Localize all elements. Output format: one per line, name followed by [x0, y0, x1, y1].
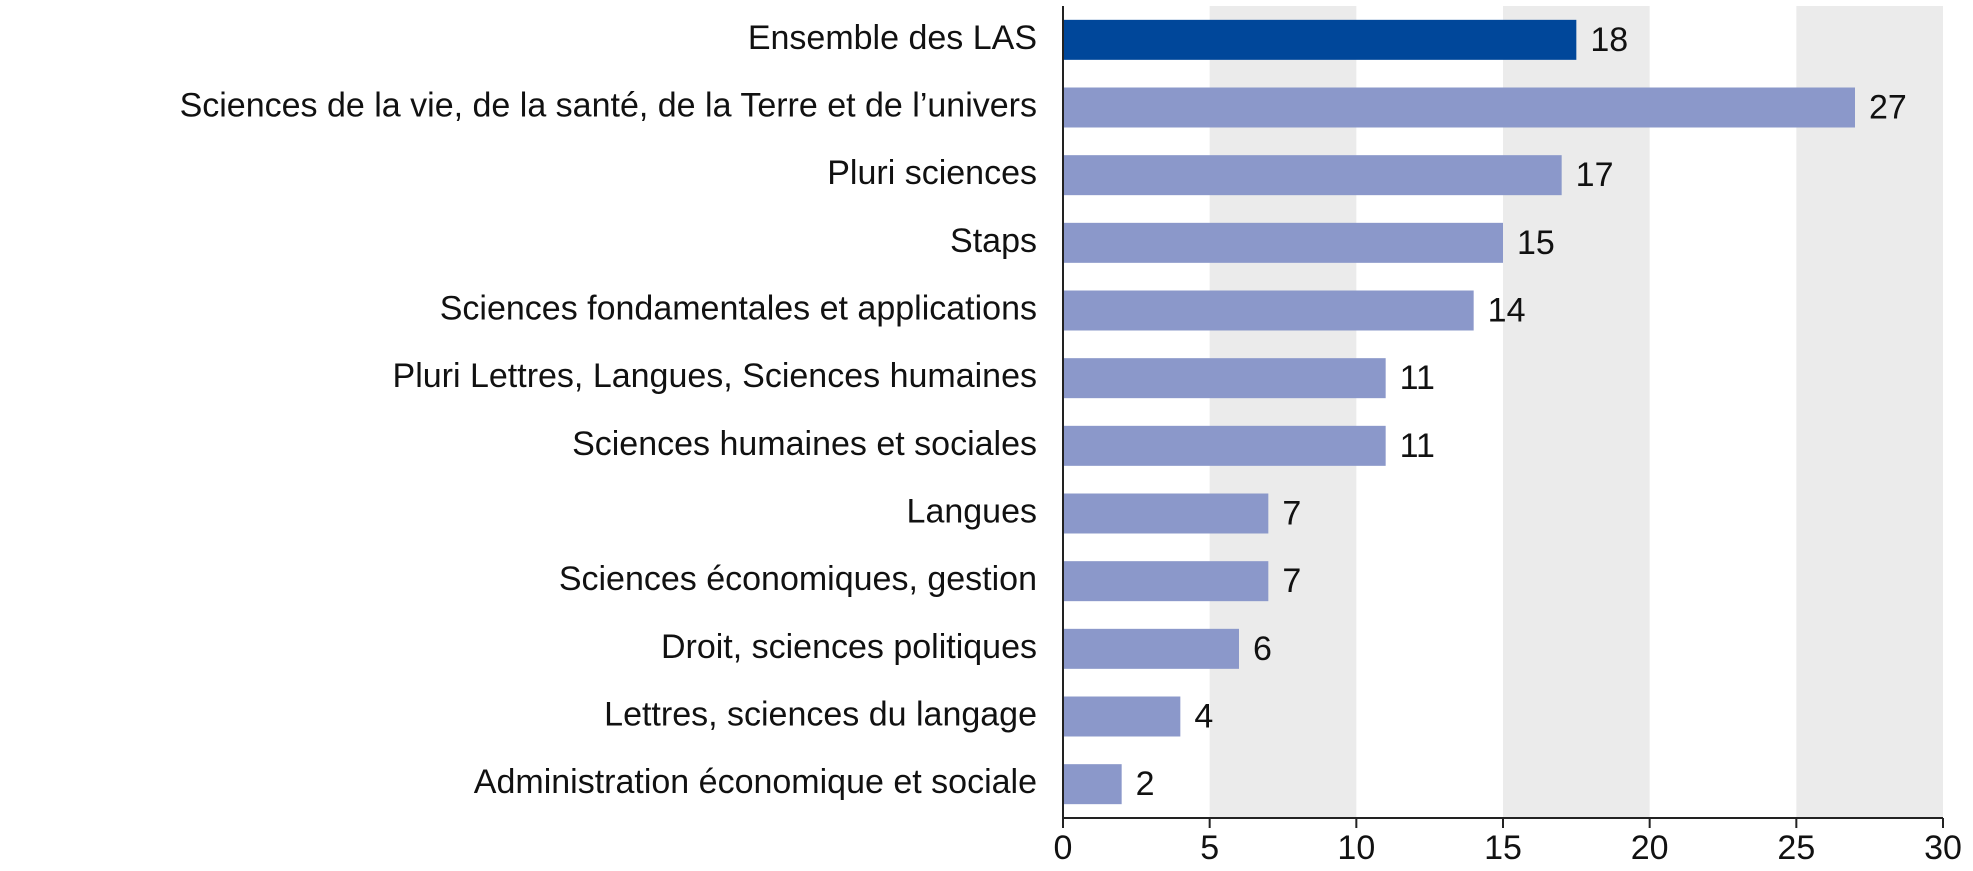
bar — [1063, 358, 1386, 399]
bar — [1063, 493, 1269, 534]
y-tick-label: Pluri sciences — [827, 154, 1037, 192]
data-label: 4 — [1194, 697, 1213, 735]
bar — [1063, 696, 1181, 737]
y-tick-label: Pluri Lettres, Langues, Sciences humaine… — [393, 357, 1037, 395]
y-tick-label: Sciences humaines et sociales — [572, 425, 1037, 463]
x-tick-label: 5 — [1200, 829, 1219, 867]
x-tick-label: 10 — [1337, 829, 1375, 867]
bar — [1063, 87, 1855, 128]
data-label: 11 — [1400, 427, 1435, 465]
y-tick-label: Lettres, sciences du langage — [604, 695, 1037, 733]
x-tick-label: 30 — [1924, 829, 1962, 867]
y-tick-label: Staps — [950, 222, 1037, 260]
y-tick-label: Administration économique et sociale — [474, 763, 1037, 801]
data-label: 27 — [1869, 88, 1907, 126]
x-tick-label: 0 — [1054, 829, 1073, 867]
x-tick-label: 20 — [1631, 829, 1669, 867]
grid-band — [1796, 6, 1943, 818]
data-label: 11 — [1400, 359, 1435, 397]
data-label: 2 — [1136, 765, 1155, 803]
data-label: 14 — [1488, 291, 1526, 329]
bar — [1063, 19, 1577, 60]
data-label: 7 — [1282, 494, 1301, 532]
bar — [1063, 628, 1239, 669]
y-tick-label: Sciences fondamentales et applications — [440, 289, 1037, 327]
bar — [1063, 222, 1503, 263]
y-tick-label: Droit, sciences politiques — [661, 628, 1037, 666]
data-label: 17 — [1576, 156, 1614, 194]
grid-band — [1209, 6, 1357, 818]
bar — [1063, 561, 1269, 602]
bar — [1063, 290, 1474, 331]
x-tick-label: 25 — [1777, 829, 1815, 867]
data-label: 15 — [1517, 224, 1555, 262]
data-label: 18 — [1590, 21, 1628, 59]
bar — [1063, 425, 1386, 466]
x-tick-label: 15 — [1484, 829, 1522, 867]
data-label: 6 — [1253, 630, 1272, 668]
y-tick-label: Sciences de la vie, de la santé, de la T… — [180, 86, 1037, 124]
y-tick-label: Langues — [907, 492, 1037, 530]
bar — [1063, 764, 1122, 805]
y-tick-label: Ensemble des LAS — [748, 19, 1037, 57]
bar — [1063, 155, 1562, 196]
grid-band — [1503, 6, 1650, 818]
data-label: 7 — [1282, 562, 1301, 600]
y-tick-label: Sciences économiques, gestion — [559, 560, 1037, 598]
